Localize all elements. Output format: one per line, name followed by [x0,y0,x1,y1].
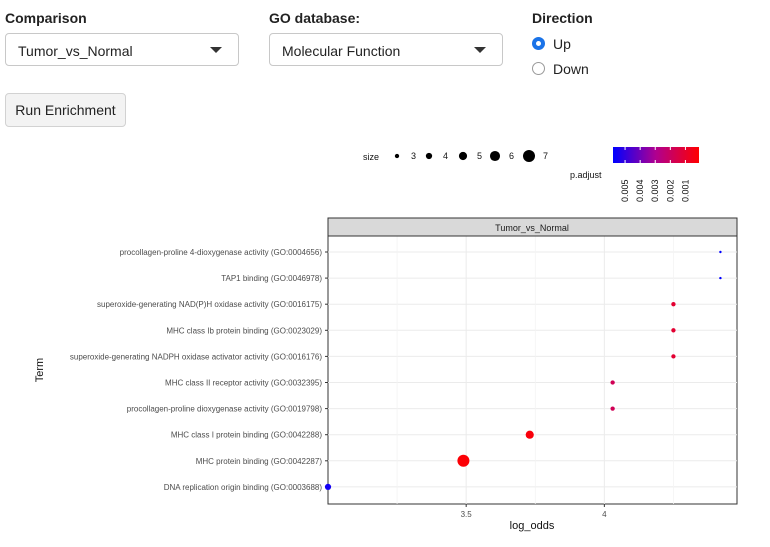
data-point [671,328,676,333]
y-tick-label: MHC class Ib protein binding (GO:0023029… [166,326,322,335]
data-point [324,483,332,491]
size-legend-dot [394,153,400,159]
size-legend-label: 6 [509,151,514,161]
color-legend-bar [613,147,699,163]
size-legend-label: 5 [477,151,482,161]
direction-label: Direction [532,10,593,26]
data-point [610,380,615,385]
data-point [671,354,676,359]
y-tick-label: procollagen-proline dioxygenase activity… [127,405,323,414]
color-legend-label: 0.005 [620,179,630,202]
x-axis-title: log_odds [510,520,555,532]
direction-up-label: Up [553,36,571,52]
facet-strip [327,217,738,237]
y-tick-label: TAP1 binding (GO:0046978) [221,274,322,283]
chevron-down-icon [474,47,486,53]
size-legend-dot [458,151,468,161]
data-point [719,250,722,254]
y-tick-label: superoxide-generating NADPH oxidase acti… [70,352,322,361]
color-legend-title: p.adjust [570,170,602,180]
data-point [610,406,615,411]
go-database-select[interactable]: Molecular Function [269,33,503,66]
chevron-down-icon [210,47,222,53]
size-legend-label: 3 [411,151,416,161]
radio-unchecked-icon [532,62,545,75]
y-tick-label: MHC class I protein binding (GO:0042288) [171,431,323,440]
data-point [525,430,534,439]
size-legend-label: 7 [543,151,548,161]
direction-down-label: Down [553,61,589,77]
data-point [671,302,676,307]
size-legend-label: 4 [443,151,448,161]
comparison-select-value: Tumor_vs_Normal [18,43,133,59]
y-tick-label: MHC protein binding (GO:0042287) [196,457,323,466]
run-enrichment-button[interactable]: Run Enrichment [5,93,126,127]
size-legend-dot [523,150,535,162]
color-legend-label: 0.004 [635,179,645,202]
comparison-select[interactable]: Tumor_vs_Normal [5,33,239,66]
comparison-label: Comparison [5,10,87,26]
radio-checked-icon [532,37,545,50]
x-tick-label: 4 [602,510,607,519]
x-tick-label: 3.5 [461,510,473,519]
size-legend-title: size [363,152,379,162]
y-axis-title: Term [34,358,46,382]
data-point [457,454,470,467]
y-tick-label: procollagen-proline 4-dioxygenase activi… [120,248,323,257]
data-point [719,276,722,280]
y-tick-label: MHC class II receptor activity (GO:00323… [165,379,322,388]
y-tick-label: DNA replication origin binding (GO:00036… [164,483,323,492]
size-legend-dot [489,150,501,162]
y-tick-label: superoxide-generating NAD(P)H oxidase ac… [97,300,322,309]
go-database-label: GO database: [269,10,361,26]
go-database-select-value: Molecular Function [282,43,401,59]
color-legend-label: 0.002 [665,179,675,202]
plot-panel [327,235,738,505]
color-legend-label: 0.001 [680,179,690,202]
facet-title: Tumor_vs_Normal [495,223,569,233]
size-legend-dot [425,152,433,160]
color-legend-label: 0.003 [650,179,660,202]
